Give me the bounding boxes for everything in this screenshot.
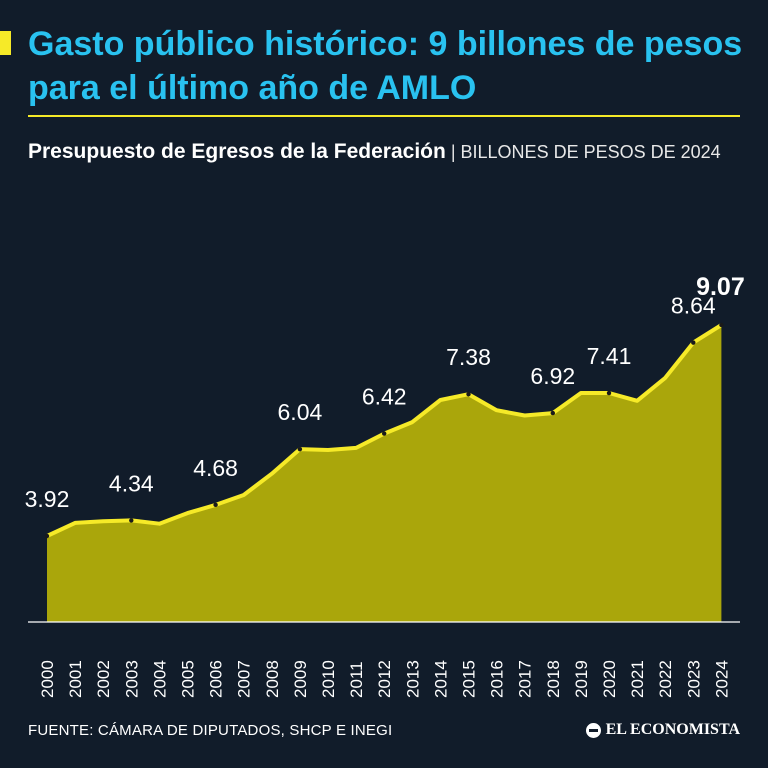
x-tick-label-2001: 2001 (66, 660, 85, 698)
x-tick-label-2006: 2006 (207, 660, 226, 698)
data-point-2003 (129, 518, 134, 523)
value-labels: 3.92 4.34 4.68 6.04 6.42 7.38 6.92 7.41 8.649.07 (25, 273, 745, 512)
subtitle-separator: | (450, 142, 456, 162)
title-accent-bar (0, 31, 11, 55)
data-point-2018 (550, 410, 555, 416)
data-point-2009 (297, 446, 303, 452)
x-tick-label-2017: 2017 (516, 660, 535, 698)
value-label-2003: 4.34 (109, 470, 154, 496)
value-label-2015: 7.38 (446, 344, 491, 370)
source-note: FUENTE: CÁMARA DE DIPUTADOS, SHCP E INEG… (28, 722, 393, 739)
data-point-2020 (606, 390, 612, 396)
x-tick-label-2020: 2020 (600, 660, 619, 698)
value-label-2000: 3.92 (25, 486, 70, 512)
subtitle-units: BILLONES DE PESOS DE 2024 (460, 142, 721, 162)
data-point-2015 (466, 392, 471, 397)
x-tick-label-2016: 2016 (488, 660, 507, 698)
x-tick-labels: 2000 2001 2002 2003 2004 2005 2006 2007 2008 2009… (38, 660, 731, 698)
x-tick-label-2024: 2024 (712, 660, 731, 698)
value-label-2006: 4.68 (193, 455, 238, 481)
x-tick-label-2019: 2019 (572, 660, 591, 698)
x-tick-label-2012: 2012 (375, 660, 394, 698)
x-tick-label-2003: 2003 (122, 660, 141, 698)
data-point-2006 (213, 502, 218, 508)
x-tick-label-2004: 2004 (150, 660, 169, 698)
data-point-2000 (44, 533, 50, 539)
data-point-2023 (691, 340, 696, 345)
x-tick-label-2011: 2011 (347, 661, 366, 698)
area-fill (47, 325, 722, 622)
x-tick-label-2022: 2022 (656, 660, 675, 698)
x-tick-label-2013: 2013 (403, 660, 422, 698)
x-tick-label-2009: 2009 (291, 660, 310, 698)
data-point-2024 (719, 322, 724, 328)
title-divider (28, 115, 740, 117)
x-tick-label-2018: 2018 (544, 660, 563, 698)
brand-logo: EL ECONOMISTA (585, 721, 740, 739)
data-points (44, 322, 724, 539)
brand-name: EL ECONOMISTA (605, 721, 740, 738)
x-tick-label-2021: 2021 (628, 660, 647, 698)
subtitle-main: Presupuesto de Egresos de la Federación (28, 140, 446, 163)
chart-subtitle: Presupuesto de Egresos de la Federación … (28, 136, 728, 168)
x-tick-label-2008: 2008 (263, 660, 282, 698)
x-tick-label-2007: 2007 (235, 660, 254, 698)
x-tick-label-2002: 2002 (94, 660, 113, 698)
x-tick-label-2010: 2010 (319, 660, 338, 698)
value-label-2009: 6.04 (278, 399, 323, 425)
page-title: Gasto público histórico: 9 billones de p… (28, 25, 743, 107)
x-tick-label-2015: 2015 (460, 660, 479, 698)
value-label-2012: 6.42 (362, 384, 407, 410)
x-tick-label-2014: 2014 (431, 660, 450, 698)
x-tick-label-2000: 2000 (38, 660, 57, 698)
x-tick-label-2023: 2023 (684, 660, 703, 698)
x-tick-label-2005: 2005 (179, 660, 198, 698)
value-label-2023: 8.64 (671, 293, 716, 319)
value-label-2018: 6.92 (530, 363, 575, 389)
brand-icon (585, 722, 601, 738)
data-point-2012 (382, 431, 387, 436)
value-label-2020: 7.41 (587, 343, 632, 369)
value-label-2024: 9.07 (696, 273, 745, 301)
